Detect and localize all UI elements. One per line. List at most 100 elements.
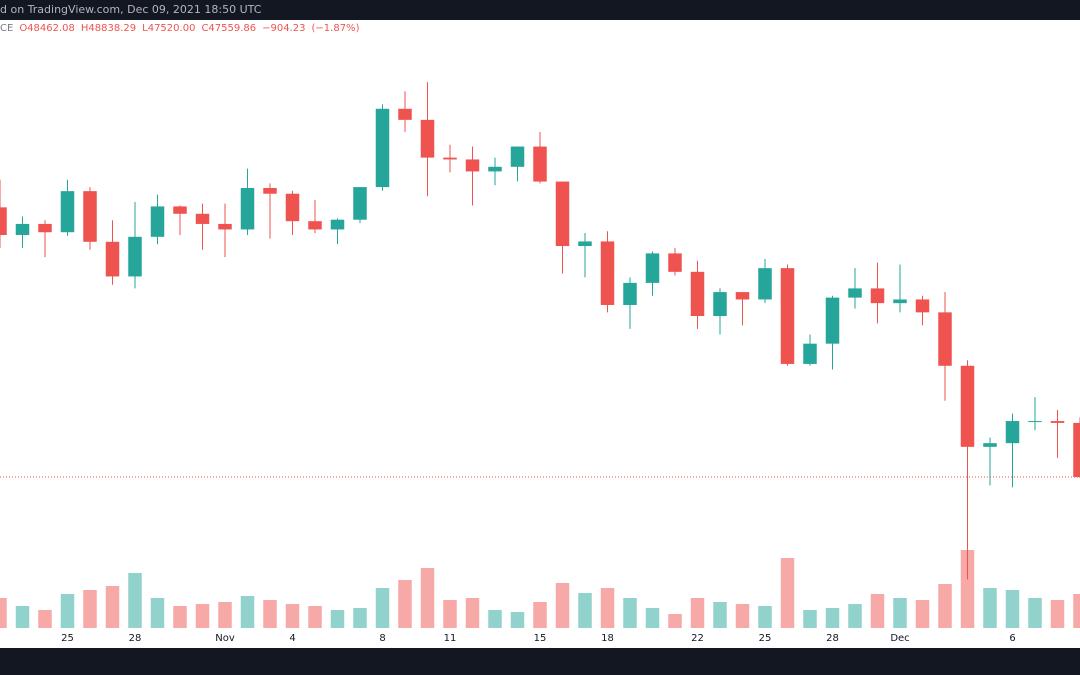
candle-body (915, 299, 930, 313)
volume-bar (983, 588, 997, 628)
volume-bar (263, 600, 277, 628)
candle-body (803, 343, 817, 364)
watermark: d on TradingView.com, Dec 09, 2021 18:50… (0, 3, 262, 16)
close-value: C47559.86 (201, 23, 257, 34)
x-tick-label: Dec (890, 633, 909, 644)
high-value: H48838.29 (80, 23, 137, 34)
candle-body (780, 268, 795, 364)
candle-body (263, 188, 277, 194)
ohlc-legend: CE O48462.08 H48838.29 L47520.00 C47559.86 −9… (0, 23, 365, 34)
candle-body (1005, 421, 1020, 444)
volume-bar (645, 608, 660, 628)
open-value: O48462.08 (19, 23, 75, 34)
candle-body (983, 443, 997, 447)
candle-body (15, 223, 30, 235)
candle-body (195, 213, 210, 224)
volume-bar (218, 602, 232, 628)
candle-body (488, 166, 502, 172)
volume-bar (173, 606, 187, 628)
candle-body (173, 206, 187, 214)
volume-bar (668, 614, 682, 628)
candle-body (1050, 421, 1065, 423)
candle-body (870, 288, 885, 304)
volume-bar (780, 558, 795, 628)
low-value: L47520.00 (142, 23, 196, 34)
candle-body (510, 146, 525, 167)
candle-body (690, 271, 705, 317)
volume-bar (353, 608, 367, 628)
volume-bar (105, 586, 120, 628)
candle-body (645, 253, 660, 283)
candle-body (83, 191, 97, 242)
candle-body (353, 187, 367, 220)
volume-bar (735, 604, 750, 628)
candle-body (308, 221, 322, 230)
x-tick-label: 11 (444, 633, 457, 644)
candle-body (285, 193, 300, 222)
volume-bar (600, 588, 615, 628)
candle-body (713, 292, 727, 317)
x-tick-label: 18 (601, 633, 614, 644)
candle-body (240, 188, 255, 230)
candle-body (60, 191, 75, 233)
volume-bar (578, 593, 592, 628)
candle-body (218, 223, 232, 230)
candle-body (578, 241, 592, 247)
candle-body (758, 268, 772, 300)
candle-body (105, 241, 120, 277)
x-tick-label: 22 (691, 633, 704, 644)
volume-bar (893, 598, 907, 628)
volume-bar (15, 606, 30, 628)
candle-body (938, 312, 952, 366)
volume-bar (1028, 598, 1042, 628)
volume-bar (128, 573, 142, 628)
volume-bar (240, 596, 255, 628)
volume-bar (533, 602, 547, 628)
candle-body (1073, 422, 1080, 478)
volume-bar (510, 612, 525, 628)
x-tick-label: 6 (1009, 633, 1015, 644)
candle-body (38, 223, 52, 233)
x-tick-label: 25 (61, 633, 74, 644)
x-tick-label: Nov (215, 633, 235, 644)
volume-bar (285, 604, 300, 628)
candle-body (848, 288, 862, 298)
x-tick-label: 15 (534, 633, 547, 644)
volume-bar (848, 604, 862, 628)
x-tick-label: 28 (826, 633, 839, 644)
change-percent: (−1.87%) (311, 23, 360, 34)
volume-bar (555, 583, 570, 628)
volume-bar (443, 600, 457, 628)
candle-body (330, 219, 345, 230)
volume-bar (1005, 590, 1020, 628)
volume-bar (1073, 594, 1080, 628)
volume-bar (690, 598, 705, 628)
candle-body (150, 206, 165, 237)
candle-body (735, 292, 750, 300)
volume-bar (398, 580, 412, 628)
x-tick-label: 8 (379, 633, 385, 644)
volume-bar (38, 610, 52, 628)
top-bar: d on TradingView.com, Dec 09, 2021 18:50… (0, 0, 1080, 20)
volume-bar (60, 594, 75, 628)
volume-bar (915, 600, 930, 628)
volume-bar (375, 588, 390, 628)
candle-body (1028, 421, 1042, 423)
volume-bar (758, 606, 772, 628)
x-tick-label: 25 (759, 633, 772, 644)
candle-body (375, 108, 390, 188)
volume-bar (713, 602, 727, 628)
candle-body (420, 119, 435, 158)
volume-bar (330, 610, 345, 628)
candle-body (443, 157, 457, 160)
candle-body (128, 236, 142, 277)
volume-bar (960, 550, 975, 628)
candle-body (600, 241, 615, 305)
volume-bar (870, 594, 885, 628)
volume-bar (825, 608, 840, 628)
candle-body (533, 146, 547, 182)
volume-bar (488, 610, 502, 628)
change-value: −904.23 (262, 23, 306, 34)
